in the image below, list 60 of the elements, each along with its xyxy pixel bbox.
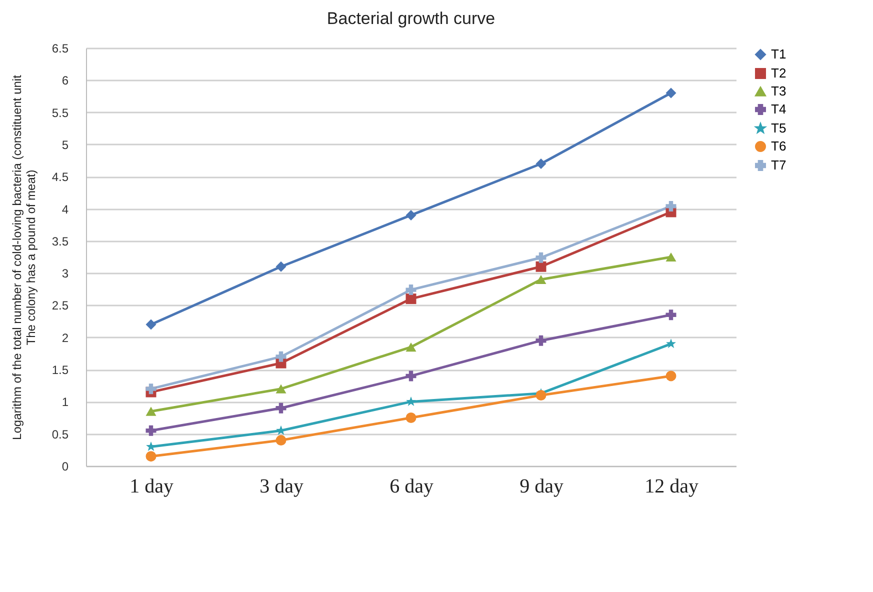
y-tick-label: 2.5	[52, 298, 69, 313]
point	[406, 370, 416, 382]
point	[406, 210, 416, 220]
y-tick-label: 0.5	[52, 427, 69, 442]
x-tick-label: 3 day	[260, 476, 304, 498]
point	[406, 412, 416, 424]
point	[536, 390, 546, 400]
y-tick-label: 0	[62, 460, 69, 474]
legend-label: T4	[771, 102, 786, 116]
point	[666, 310, 676, 320]
point	[666, 370, 676, 382]
text: The colony has a pound of meat)	[24, 170, 38, 346]
y-tick-label: 1	[62, 395, 69, 410]
point	[276, 384, 286, 394]
point	[666, 88, 676, 98]
y-tick-label: 4.5	[52, 170, 69, 184]
y-tick-label: 4	[62, 202, 69, 216]
point	[146, 384, 156, 394]
point	[146, 441, 156, 451]
point	[406, 342, 416, 352]
legend-label: T1	[771, 46, 786, 62]
point	[666, 252, 676, 262]
point	[276, 402, 286, 414]
y-tick-label: 6	[62, 74, 69, 88]
chart-title: Bacterial growth curve	[326, 9, 496, 28]
legend-label: T7	[771, 158, 786, 172]
y-axis-title: Logarithm of the total number of cold-loving bacteria (constituent unit	[10, 74, 24, 440]
point	[146, 425, 156, 436]
point	[146, 451, 156, 462]
legend-label: T5	[771, 120, 786, 136]
point	[536, 261, 546, 272]
x-tick-label: 1 day	[130, 476, 174, 498]
point	[536, 252, 546, 263]
point	[406, 294, 416, 304]
point	[666, 338, 676, 348]
legend-label: T3	[771, 84, 786, 98]
point	[666, 200, 676, 212]
y-tick-label: 3	[62, 266, 69, 281]
y-tick-label: 5.5	[52, 106, 69, 120]
legend-label: T6	[771, 138, 786, 154]
point	[536, 274, 546, 284]
point	[146, 406, 156, 416]
legend-label: T2	[771, 66, 786, 80]
y-tick-label: 5	[62, 138, 69, 152]
point	[276, 261, 286, 272]
x-tick-label: 12 day	[644, 476, 698, 498]
point	[406, 284, 416, 296]
point	[276, 351, 286, 362]
y-tick-label: 6.5	[52, 42, 69, 56]
y-tick-label: 1.5	[52, 363, 69, 378]
point	[146, 319, 156, 330]
point	[276, 435, 286, 446]
x-tick-label: 6 day	[390, 476, 434, 498]
x-tick-label: 9 day	[520, 476, 564, 498]
point	[276, 425, 286, 435]
point	[406, 396, 416, 406]
y-tick-label: 3.5	[52, 234, 69, 248]
y-tick-label: 2	[62, 330, 69, 345]
point	[536, 158, 546, 169]
point	[536, 335, 546, 346]
